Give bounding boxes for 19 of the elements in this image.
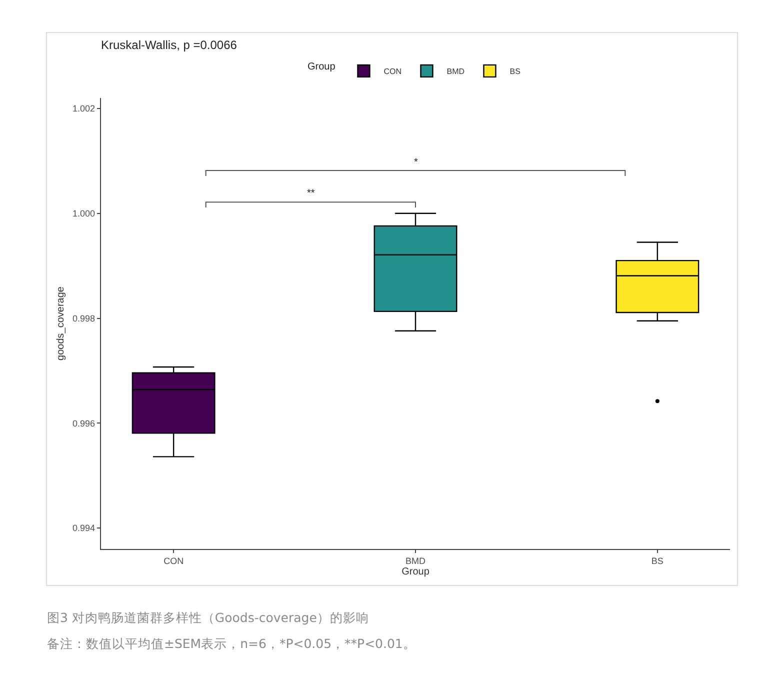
y-tick-label: 1.000: [72, 208, 95, 219]
legend-label: CON: [384, 67, 402, 76]
annotation: *: [414, 157, 418, 168]
x-tick-label: BS: [651, 556, 664, 566]
legend-label: BS: [510, 67, 520, 76]
y-tick-label: 0.998: [72, 313, 95, 324]
text: 备注：数值以平均值±SEM表示，n=6，*P<0.05，**P<0.01。: [47, 636, 416, 653]
x-tick-label: CON: [164, 556, 184, 566]
y-tick-label: 1.002: [72, 104, 95, 114]
legend-label: BMD: [446, 67, 465, 76]
caption: 图3 对肉鸭肠道菌群多样性（Goods-coverage）的影响: [47, 610, 369, 627]
x-tick-label: BMD: [406, 556, 426, 566]
y-tick-label: 0.996: [72, 418, 95, 428]
y-tick-label: 0.994: [72, 523, 95, 534]
legend-title: Group: [308, 61, 336, 72]
chart-title: Kruskal-Wallis, p =0.0066: [101, 38, 238, 52]
x-axis-title: Group: [402, 566, 430, 578]
annotation: **: [307, 188, 315, 199]
y-axis-title: goods_coverage: [56, 286, 67, 360]
